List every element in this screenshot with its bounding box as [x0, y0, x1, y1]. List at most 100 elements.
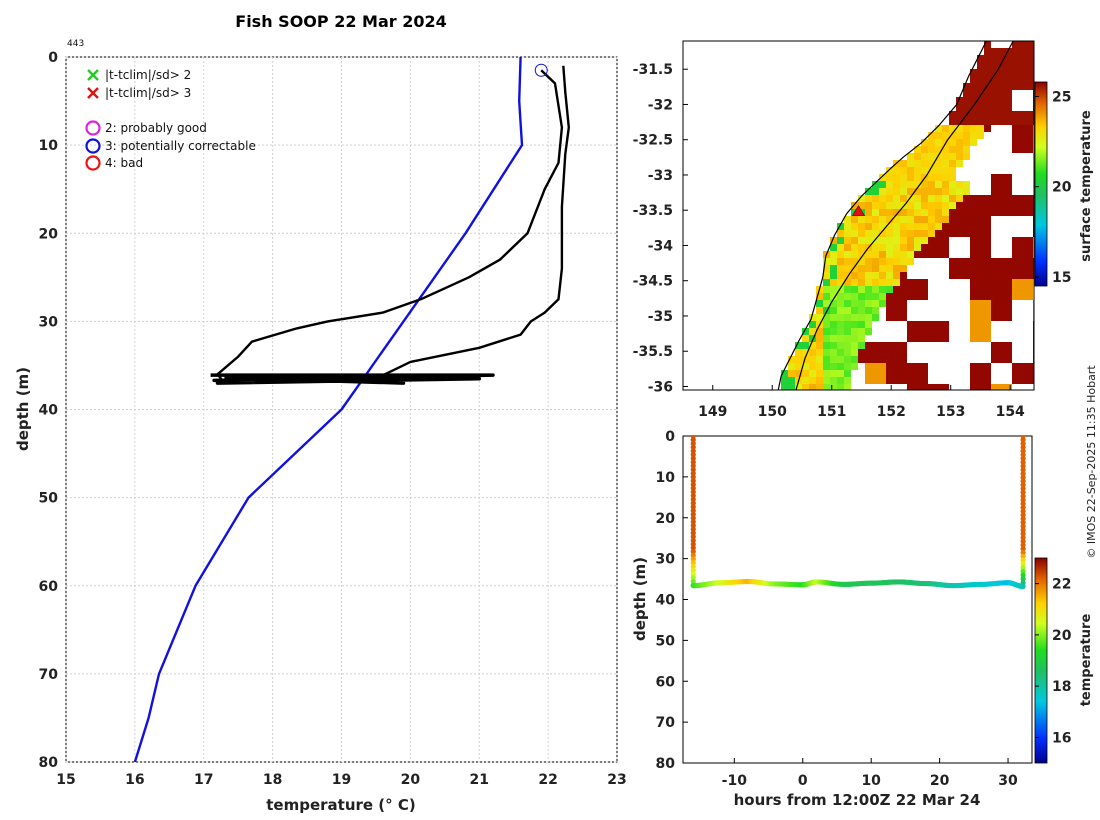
sst-cell — [1005, 384, 1012, 390]
sst-cell — [935, 216, 942, 223]
sst-cell — [865, 272, 872, 279]
sst-cell — [991, 384, 998, 390]
sst-cell — [914, 286, 921, 293]
depth-time-x-tick-label: 0 — [798, 773, 808, 789]
sst-cell — [963, 223, 970, 230]
depth-time-x-tick-label: 20 — [930, 773, 950, 789]
sst-cell — [942, 153, 949, 160]
sst-cell — [823, 363, 830, 370]
sst-cell — [942, 202, 949, 209]
sst-cell — [991, 349, 998, 356]
sst-cell — [956, 230, 963, 237]
sst-cell — [865, 286, 872, 293]
sst-cell — [921, 160, 928, 167]
sst-cell — [1026, 146, 1033, 153]
sst-cell — [921, 377, 928, 384]
sst-cell — [879, 244, 886, 251]
sst-cell — [872, 286, 879, 293]
sst-cell — [893, 251, 900, 258]
sst-cell — [977, 363, 984, 370]
sst-cell — [942, 335, 949, 342]
sst-cell — [823, 377, 830, 384]
profile-sample-point — [1020, 549, 1026, 556]
sst-colorbar-tick-label: 15 — [1052, 270, 1071, 286]
sst-cell — [963, 258, 970, 265]
sst-cell — [809, 321, 816, 328]
sst-cell — [928, 188, 935, 195]
sst-cell — [956, 160, 963, 167]
sst-cell — [809, 377, 816, 384]
map-lon-tick-label: 150 — [758, 404, 787, 420]
sst-cell — [893, 237, 900, 244]
sst-cell — [942, 167, 949, 174]
sst-cell — [844, 230, 851, 237]
sst-cell — [956, 195, 963, 202]
sst-cell — [991, 104, 998, 111]
sst-cell — [984, 76, 991, 83]
sst-cell — [970, 216, 977, 223]
sst-cell — [1019, 377, 1026, 384]
sst-cell — [1026, 83, 1033, 90]
sst-cell — [823, 300, 830, 307]
sst-cell — [809, 314, 816, 321]
sst-cell — [879, 377, 886, 384]
sst-cell — [1019, 55, 1026, 62]
sst-cell — [935, 335, 942, 342]
sst-cell — [942, 237, 949, 244]
profile-sample-point — [1020, 437, 1026, 443]
sst-cell — [949, 195, 956, 202]
sst-cell — [998, 349, 1005, 356]
sst-cell — [886, 244, 893, 251]
sst-cell — [872, 237, 879, 244]
sst-colorbar — [1034, 81, 1048, 287]
sst-cell — [900, 377, 907, 384]
sst-cell — [1019, 69, 1026, 76]
legend-circle-marker — [85, 138, 101, 154]
legend-x-marker — [87, 87, 99, 99]
sst-cell — [879, 202, 886, 209]
profile-sample-point — [1020, 467, 1026, 473]
sst-cell — [844, 321, 851, 328]
sst-cell — [844, 384, 851, 390]
sst-cell — [788, 370, 795, 377]
profile-y-tick-label: 40 — [39, 403, 59, 419]
sst-cell — [907, 244, 914, 251]
sst-cell — [858, 258, 865, 265]
sst-cell — [900, 181, 907, 188]
sst-cell — [984, 125, 991, 132]
sst-cell — [970, 363, 977, 370]
sst-cell — [970, 90, 977, 97]
sst-cell — [809, 342, 816, 349]
sst-cell — [802, 377, 809, 384]
series-profile-up — [375, 65, 570, 380]
sst-cell — [851, 216, 858, 223]
profile-sample-point — [1020, 546, 1026, 552]
sst-cell — [893, 370, 900, 377]
sst-cell — [844, 370, 851, 377]
depth-time-y-tick-label: 30 — [656, 552, 676, 568]
sst-cell — [970, 97, 977, 104]
sst-cell — [942, 223, 949, 230]
sst-cell — [886, 272, 893, 279]
sst-cell — [879, 181, 886, 188]
sst-cell — [942, 244, 949, 251]
sst-cell — [879, 174, 886, 181]
sst-cell — [914, 153, 921, 160]
sst-cell — [984, 300, 991, 307]
sst-cell — [1012, 195, 1019, 202]
sst-cell — [900, 286, 907, 293]
sst-cell — [1005, 195, 1012, 202]
legend-circle-marker — [85, 155, 101, 171]
sst-cell — [858, 286, 865, 293]
sst-cell — [1005, 90, 1012, 97]
sst-cell — [963, 265, 970, 272]
sst-cell — [984, 104, 991, 111]
sst-cell — [844, 279, 851, 286]
sst-cell — [949, 188, 956, 195]
sst-cell — [963, 83, 970, 90]
sst-cell — [963, 90, 970, 97]
sst-cell — [977, 83, 984, 90]
sst-cell — [984, 244, 991, 251]
sst-cell — [844, 356, 851, 363]
series-bottom-track — [210, 373, 495, 385]
